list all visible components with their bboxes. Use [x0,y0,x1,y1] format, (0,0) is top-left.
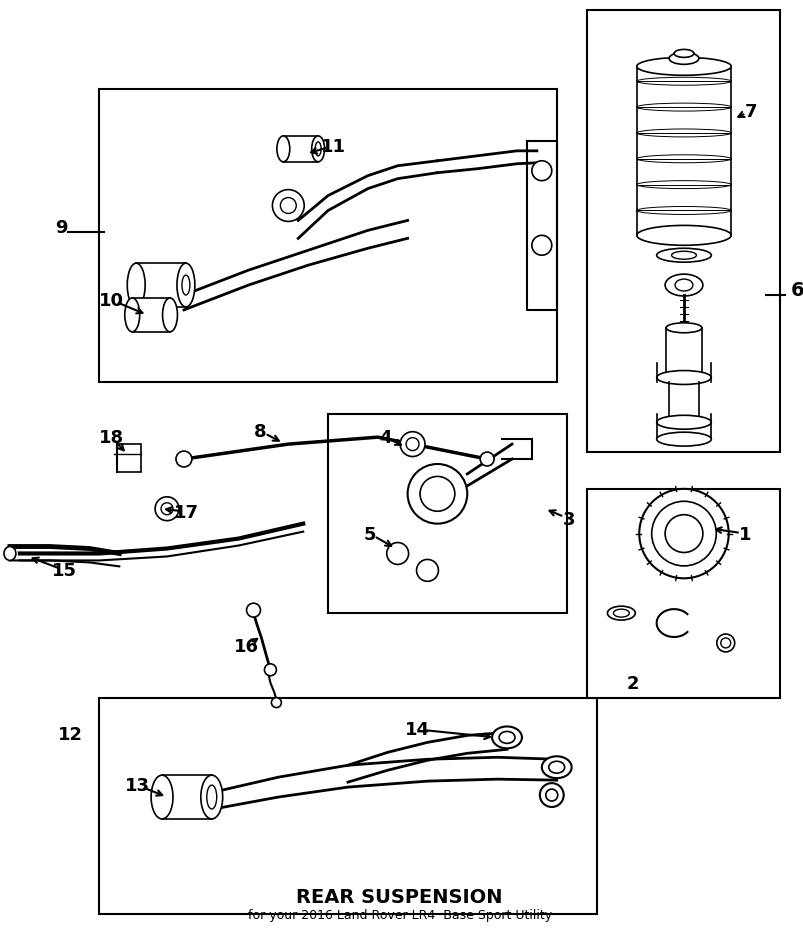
Ellipse shape [206,785,217,809]
Ellipse shape [719,638,730,649]
Bar [668,383,698,423]
Text: 11: 11 [320,137,345,156]
Text: 18: 18 [99,429,124,446]
Text: 16: 16 [234,638,259,655]
Ellipse shape [162,299,177,332]
Ellipse shape [545,789,557,801]
Bar [665,329,701,378]
Text: 7: 7 [744,103,756,121]
Ellipse shape [272,190,304,222]
Ellipse shape [668,53,698,65]
Ellipse shape [247,603,260,617]
Ellipse shape [155,497,179,522]
Ellipse shape [151,775,173,819]
Ellipse shape [124,299,140,332]
Bar [100,698,596,914]
Ellipse shape [671,252,695,260]
Text: 4: 4 [379,429,392,446]
Ellipse shape [665,324,701,333]
Ellipse shape [613,610,629,617]
Text: 8: 8 [254,423,267,441]
Ellipse shape [532,236,551,256]
Ellipse shape [656,416,711,430]
Ellipse shape [539,783,563,807]
Ellipse shape [201,775,222,819]
Ellipse shape [673,50,693,58]
Bar [586,489,780,698]
Ellipse shape [491,727,521,749]
Ellipse shape [271,698,281,708]
Bar [132,299,169,332]
Ellipse shape [607,607,634,621]
Ellipse shape [176,452,192,468]
Ellipse shape [406,438,418,451]
Text: 6: 6 [789,280,803,300]
Text: 17: 17 [174,503,199,522]
Text: 9: 9 [55,219,67,237]
Ellipse shape [416,560,438,582]
Ellipse shape [541,756,571,779]
Ellipse shape [280,199,296,214]
Text: for your 2016 Land Rover LR4  Base Sport Utility: for your 2016 Land Rover LR4 Base Sport … [247,909,551,922]
Ellipse shape [407,465,467,524]
Ellipse shape [636,226,730,246]
Text: 5: 5 [363,525,376,543]
Ellipse shape [656,432,711,446]
Bar [136,264,185,307]
Ellipse shape [400,432,425,458]
Ellipse shape [664,275,702,297]
Ellipse shape [4,547,16,561]
Text: 2: 2 [626,674,638,692]
Text: 13: 13 [124,777,149,794]
Ellipse shape [181,276,190,296]
Bar [328,415,566,613]
Ellipse shape [499,731,515,743]
Bar [586,10,780,453]
Ellipse shape [651,502,715,566]
Ellipse shape [479,453,494,467]
Text: 3: 3 [562,510,574,528]
Bar [637,67,730,236]
Ellipse shape [656,249,711,263]
Bar [656,363,710,383]
Bar [162,775,211,819]
Ellipse shape [638,489,728,579]
Bar [656,423,710,441]
Text: 15: 15 [52,561,77,580]
Bar [283,136,318,162]
Ellipse shape [532,161,551,182]
Ellipse shape [419,477,454,511]
Ellipse shape [386,543,408,565]
Ellipse shape [656,371,711,385]
Ellipse shape [315,143,320,157]
Ellipse shape [276,136,289,162]
Text: 1: 1 [739,525,751,543]
Text: 14: 14 [405,721,430,739]
Text: 10: 10 [99,291,124,310]
Text: REAR SUSPENSION: REAR SUSPENSION [296,887,503,907]
Ellipse shape [716,635,734,652]
Ellipse shape [264,664,276,676]
Ellipse shape [664,515,702,553]
Ellipse shape [675,279,692,291]
Ellipse shape [636,58,730,76]
Ellipse shape [127,264,145,307]
Bar [100,90,556,383]
Ellipse shape [161,503,173,515]
Ellipse shape [548,762,564,773]
Ellipse shape [312,136,324,162]
Ellipse shape [177,264,194,307]
Text: 12: 12 [58,726,83,743]
Bar [117,445,141,472]
